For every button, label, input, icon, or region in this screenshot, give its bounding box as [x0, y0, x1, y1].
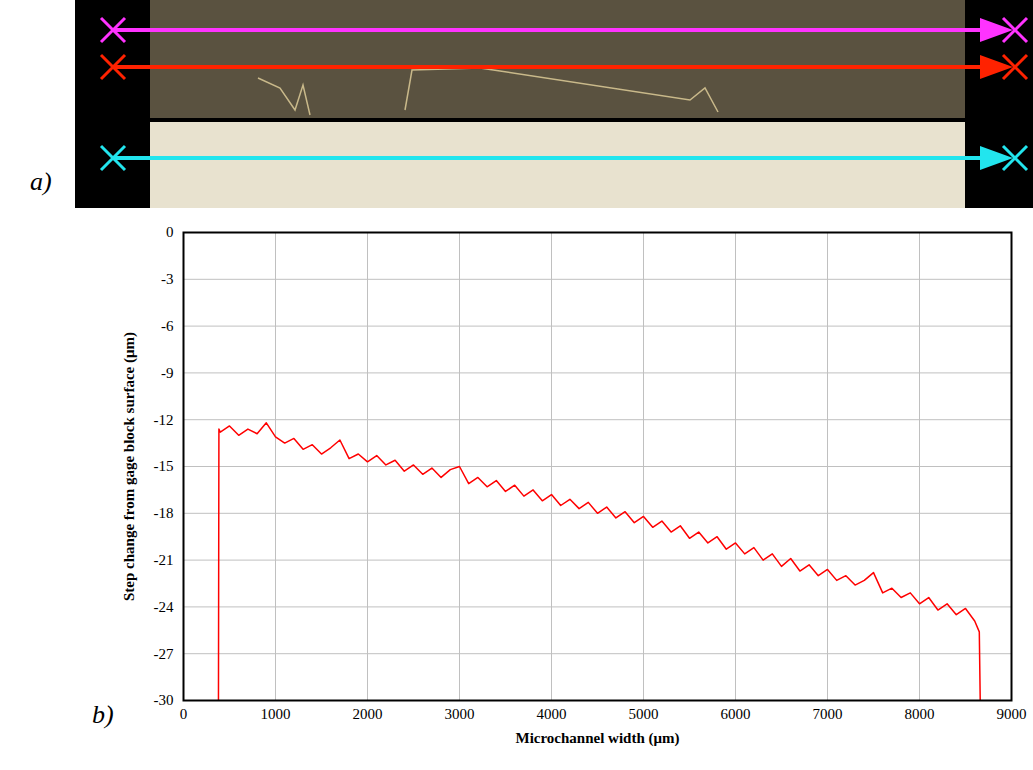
svg-text:-9: -9	[161, 365, 174, 381]
svg-text:-21: -21	[154, 552, 174, 568]
svg-text:-15: -15	[154, 458, 174, 474]
svg-text:7000: 7000	[813, 706, 843, 722]
svg-text:6000: 6000	[721, 706, 751, 722]
svg-text:-30: -30	[154, 692, 174, 708]
svg-text:Microchannel width (μm): Microchannel width (μm)	[515, 730, 679, 747]
svg-text:-18: -18	[154, 505, 174, 521]
svg-text:-6: -6	[161, 318, 174, 334]
svg-text:a): a)	[30, 167, 52, 196]
svg-text:4000: 4000	[537, 706, 567, 722]
svg-text:2000: 2000	[353, 706, 383, 722]
svg-text:9000: 9000	[997, 706, 1027, 722]
svg-text:3000: 3000	[445, 706, 475, 722]
svg-text:0: 0	[180, 706, 188, 722]
svg-text:-24: -24	[154, 599, 174, 615]
svg-text:Step change from gage block su: Step change from gage block surface (μm)	[121, 332, 138, 601]
svg-text:0: 0	[166, 224, 174, 240]
svg-text:-27: -27	[154, 646, 174, 662]
svg-text:8000: 8000	[905, 706, 935, 722]
svg-text:1000: 1000	[261, 706, 291, 722]
svg-text:-12: -12	[154, 412, 174, 428]
svg-text:5000: 5000	[629, 706, 659, 722]
html-text:b): b)	[92, 700, 114, 729]
svg-text:-3: -3	[161, 271, 174, 287]
